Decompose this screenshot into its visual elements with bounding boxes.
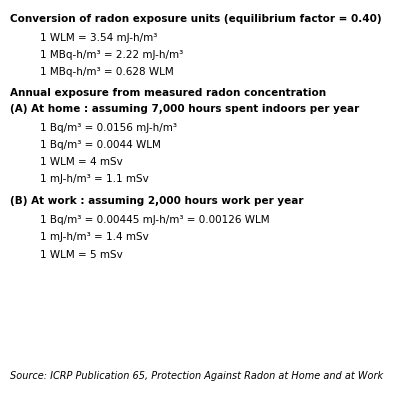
Text: 1 MBq-h/m³ = 2.22 mJ-h/m³: 1 MBq-h/m³ = 2.22 mJ-h/m³ <box>40 50 183 60</box>
Text: (A) At home : assuming 7,000 hours spent indoors per year: (A) At home : assuming 7,000 hours spent… <box>10 104 360 114</box>
Text: 1 MBq-h/m³ = 0.628 WLM: 1 MBq-h/m³ = 0.628 WLM <box>40 67 173 77</box>
Text: Annual exposure from measured radon concentration: Annual exposure from measured radon conc… <box>10 88 327 98</box>
Text: 1 WLM = 4 mSv: 1 WLM = 4 mSv <box>40 157 122 167</box>
Text: 1 WLM = 3.54 mJ-h/m³: 1 WLM = 3.54 mJ-h/m³ <box>40 33 157 43</box>
Text: 1 Bq/m³ = 0.0156 mJ-h/m³: 1 Bq/m³ = 0.0156 mJ-h/m³ <box>40 123 177 133</box>
Text: Conversion of radon exposure units (equilibrium factor = 0.40): Conversion of radon exposure units (equi… <box>10 14 382 24</box>
Text: 1 mJ-h/m³ = 1.1 mSv: 1 mJ-h/m³ = 1.1 mSv <box>40 174 148 184</box>
Text: 1 WLM = 5 mSv: 1 WLM = 5 mSv <box>40 250 122 260</box>
Text: 1 Bq/m³ = 0.00445 mJ-h/m³ = 0.00126 WLM: 1 Bq/m³ = 0.00445 mJ-h/m³ = 0.00126 WLM <box>40 215 269 225</box>
Text: 1 mJ-h/m³ = 1.4 mSv: 1 mJ-h/m³ = 1.4 mSv <box>40 232 148 242</box>
Text: (B) At work : assuming 2,000 hours work per year: (B) At work : assuming 2,000 hours work … <box>10 196 304 206</box>
Text: 1 Bq/m³ = 0.0044 WLM: 1 Bq/m³ = 0.0044 WLM <box>40 140 161 150</box>
Text: Source: ICRP Publication 65, Protection Against Radon at Home and at Work: Source: ICRP Publication 65, Protection … <box>10 371 384 381</box>
